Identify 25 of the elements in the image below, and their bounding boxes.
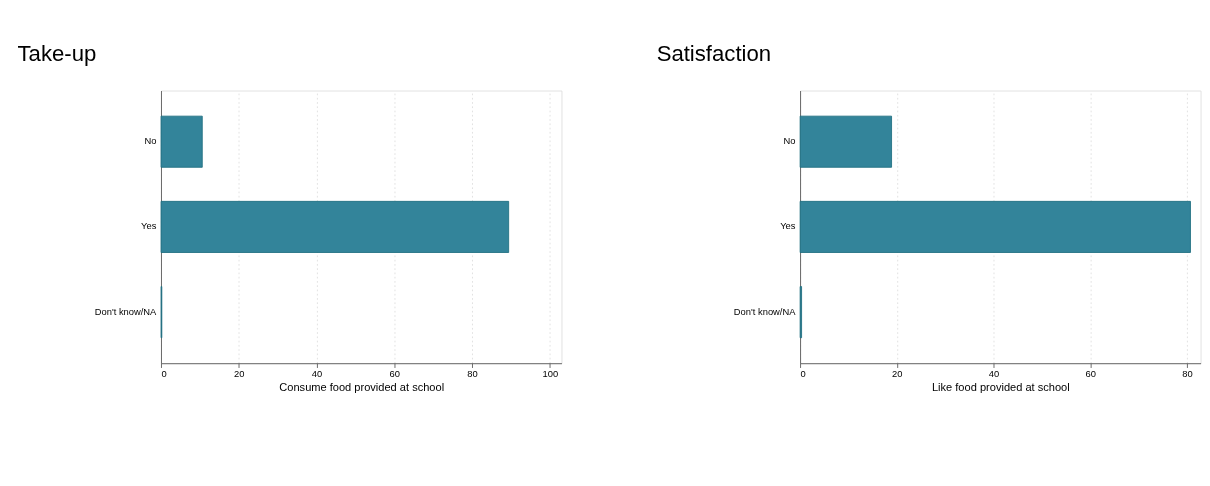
y-tick-label: Yes — [780, 221, 796, 232]
x-axis-title: Consume food provided at school — [279, 380, 445, 393]
x-tick-label: 100 — [542, 369, 559, 380]
y-tick-label: Yes — [141, 221, 157, 232]
x-tick-label: 60 — [389, 369, 400, 380]
chart-title: Satisfaction — [656, 40, 772, 66]
x-tick-label: 0 — [161, 369, 167, 380]
x-tick-label: 0 — [800, 369, 806, 380]
x-tick-label: 20 — [892, 369, 903, 380]
bar — [160, 115, 203, 168]
bar — [799, 200, 1191, 253]
x-tick-label: 80 — [1182, 369, 1193, 380]
y-tick-label: No — [783, 136, 796, 147]
y-tick-label: Don't know/NA — [94, 306, 158, 317]
x-tick-label: 60 — [1085, 369, 1096, 380]
y-tick-label: No — [144, 136, 157, 147]
x-tick-label: 40 — [311, 369, 323, 380]
x-axis-title: Like food provided at school — [931, 380, 1070, 393]
x-tick-label: 40 — [988, 369, 1000, 380]
bar — [160, 200, 510, 253]
chart-title: Take-up — [17, 40, 97, 66]
x-tick-label: 80 — [467, 369, 478, 380]
bar — [799, 115, 892, 168]
y-tick-label: Don't know/NA — [733, 306, 797, 317]
x-tick-label: 20 — [234, 369, 245, 380]
